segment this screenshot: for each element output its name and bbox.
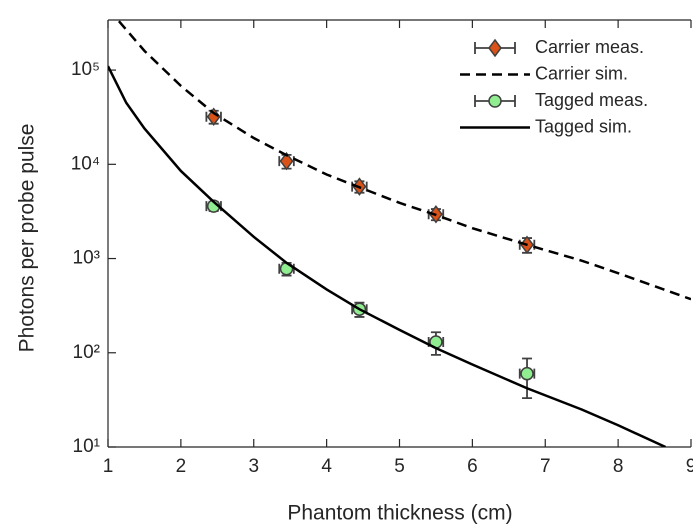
x-tick-label: 9 [686, 456, 693, 477]
x-axis-label: Phantom thickness (cm) [287, 502, 512, 525]
x-tick-label: 7 [540, 456, 551, 477]
data-line [108, 65, 667, 447]
y-tick-label: 10¹ [73, 436, 100, 457]
x-tick-label: 1 [103, 456, 114, 477]
y-tick-label: 10² [73, 342, 100, 363]
x-tick-label: 6 [467, 456, 478, 477]
y-tick-label: 10³ [73, 248, 100, 269]
data-point [520, 366, 534, 381]
x-tick-label: 4 [321, 456, 332, 477]
legend-label: Carrier sim. [535, 63, 628, 83]
legend-marker [488, 94, 502, 108]
data-point [206, 107, 221, 126]
legend-label: Tagged meas. [535, 90, 648, 110]
y-tick-label: 10⁴ [71, 153, 100, 174]
x-tick-label: 8 [613, 456, 624, 477]
y-axis-label: Photons per probe pulse [16, 124, 39, 353]
legend-label: Tagged sim. [535, 116, 632, 136]
x-tick-label: 2 [176, 456, 187, 477]
x-tick-label: 3 [248, 456, 259, 477]
data-point [279, 151, 294, 171]
legend-label: Carrier meas. [535, 37, 644, 57]
x-tick-label: 5 [394, 456, 405, 477]
data-line [117, 20, 691, 301]
legend-marker [488, 38, 502, 58]
y-tick-label: 10⁵ [71, 59, 100, 80]
